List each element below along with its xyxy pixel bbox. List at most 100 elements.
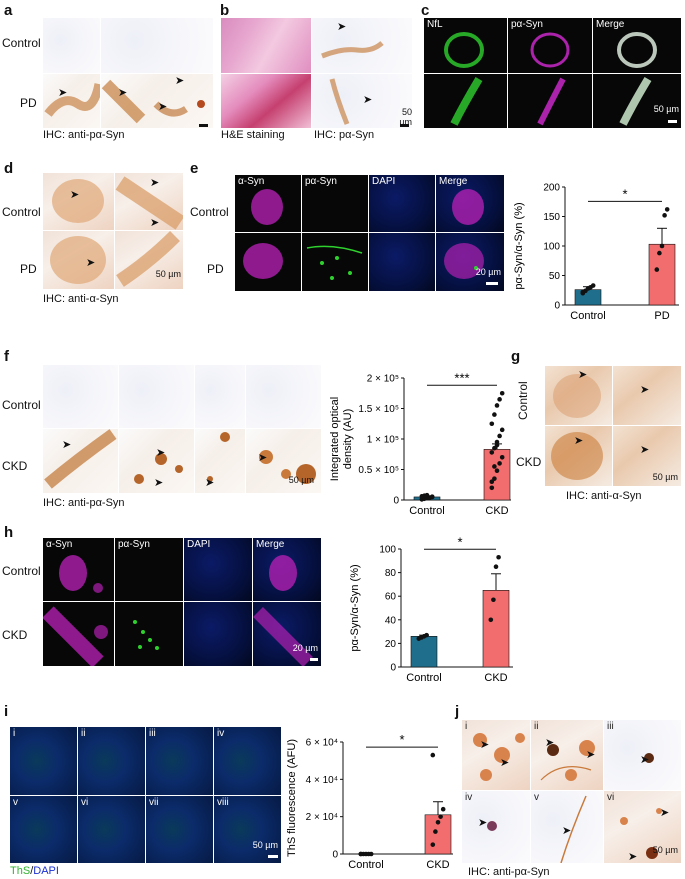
micrograph-f-ckd-2 [119,429,194,493]
tile-label: vii [149,797,159,808]
stained-nerve [551,432,603,480]
arrowhead-icon: ➤ [578,369,588,381]
y-tick-label: 20 [385,639,397,650]
micrograph-d-control-1 [43,173,114,230]
micrograph-d-control-2 [115,173,183,230]
data-point [429,494,435,499]
micrograph-e-merge-2: 20 µm [436,233,504,291]
stained-nerve [52,179,104,223]
arrowhead-icon: ➤ [175,75,185,87]
micrograph-d-pd-2: 50 µm [115,231,183,289]
arrowhead-icon: ➤ [628,851,638,863]
y-tick-label: 2 × 10⁴ [306,812,338,823]
bar [410,636,438,668]
micrograph-g-ckd-2: 50 µm [613,426,681,486]
data-point [497,433,502,439]
bar [483,449,511,501]
y-tick-label: 80 [385,568,397,579]
micrograph-g-control-2 [613,366,681,425]
x-tick-label: CKD [484,672,507,684]
scale-bar-label: 50 µm [652,845,678,855]
magenta-signal [251,189,283,225]
y-tick-label: 1.5 × 10⁵ [358,404,399,415]
row-label-control: Control [2,36,41,50]
micrograph-h-psyn-1: pα-Syn [115,538,183,601]
stained-neurons [540,740,595,781]
arrowhead-icon: ➤ [86,257,96,269]
column-label-merge: Merge [439,176,468,187]
arrowhead-icon: ➤ [150,177,160,189]
micrograph-i-8: viii 50 µm [214,796,281,863]
y-tick-label: 2 × 10⁵ [367,374,399,385]
data-point [497,461,502,466]
chart-i: 0 2 × 10⁴ 4 × 10⁴ 6 × 10⁴ ThS fluorescence (… [286,732,453,871]
panel-label-f: f [4,348,9,365]
tile-label: iii [607,721,614,732]
micrograph-g-control-1 [545,366,612,425]
arrowhead-icon: ➤ [640,384,650,396]
scale-bar [310,658,318,661]
y-tick-label: 1 × 10⁵ [367,435,399,446]
micrograph-c-merge-2: 50 µm [593,74,681,128]
y-axis-label-line2: density (AU) [342,409,354,470]
chart-f: 0 0.5 × 10⁵ 1 × 10⁵ 1.5 × 10⁵ 2 × 10⁵ Integra… [329,370,511,517]
scale-bar [199,124,208,127]
stained-nerve [553,374,601,418]
tile-label: vi [81,797,89,808]
x-tick-label: CKD [485,505,508,517]
column-label-asyn: α-Syn [238,176,265,187]
green-signal [133,620,159,650]
stained-bodies [259,450,316,484]
data-point [488,617,494,623]
magenta-signal [452,189,484,225]
arrowhead-icon: ➤ [156,447,166,459]
chart-h: 0 20 40 60 80 100 pα-Syn/α-Syn (%) Control CKD * [349,535,513,684]
stained-fiber [321,41,384,59]
panel-label-d: d [4,160,14,177]
data-point [499,427,505,433]
micrograph-c-psyn-2 [508,74,592,128]
tile-label: ii [81,728,86,739]
arrowhead-icon: ➤ [154,477,164,489]
data-point [489,485,495,491]
scale-bar [400,124,409,127]
stained-neurons [473,733,525,781]
magenta-signal [243,243,283,279]
merge-signal [253,607,313,666]
scale-bar-label: 50 µm [288,475,314,485]
data-point [489,421,495,427]
panel-label-c: c [421,2,430,19]
micrograph-a-pd-1 [43,74,100,128]
magenta-signal [59,555,103,593]
tile-label: ii [534,721,539,732]
micrograph-j-4: iv [462,791,530,863]
y-tick-label: 0 [390,663,396,674]
data-point [494,442,500,448]
x-tick-label: Control [409,505,444,517]
stained-neurons [620,808,662,859]
micrograph-j-5: v [531,791,603,863]
stained-fiber [44,83,100,117]
micrograph-e-dapi-1: DAPI [369,175,435,232]
row-label-pd: PD [20,96,37,110]
y-tick-label: 60 [385,592,397,603]
arrowhead-icon: ➤ [660,807,670,819]
data-point [491,597,496,603]
arrowhead-icon: ➤ [640,754,650,766]
data-point [494,468,500,474]
panel-label-i: i [4,703,9,720]
x-tick-label: CKD [426,859,449,871]
micrograph-i-1: i [10,727,77,795]
row-label-control: Control [516,381,530,420]
column-label-asyn: α-Syn [46,539,73,550]
micrograph-i-6: vi [78,796,145,863]
scale-bar-label: 50 µm [252,840,278,850]
stained-fiber [44,429,117,489]
arrowhead-icon: ➤ [158,101,168,113]
data-point [492,412,497,417]
caption-b-he: H&E staining [221,129,285,141]
magenta-signal [43,606,108,666]
stained-nerve [115,176,183,230]
micrograph-e-psyn-1: pα-Syn [302,175,368,232]
micrograph-i-5: v [10,796,77,863]
